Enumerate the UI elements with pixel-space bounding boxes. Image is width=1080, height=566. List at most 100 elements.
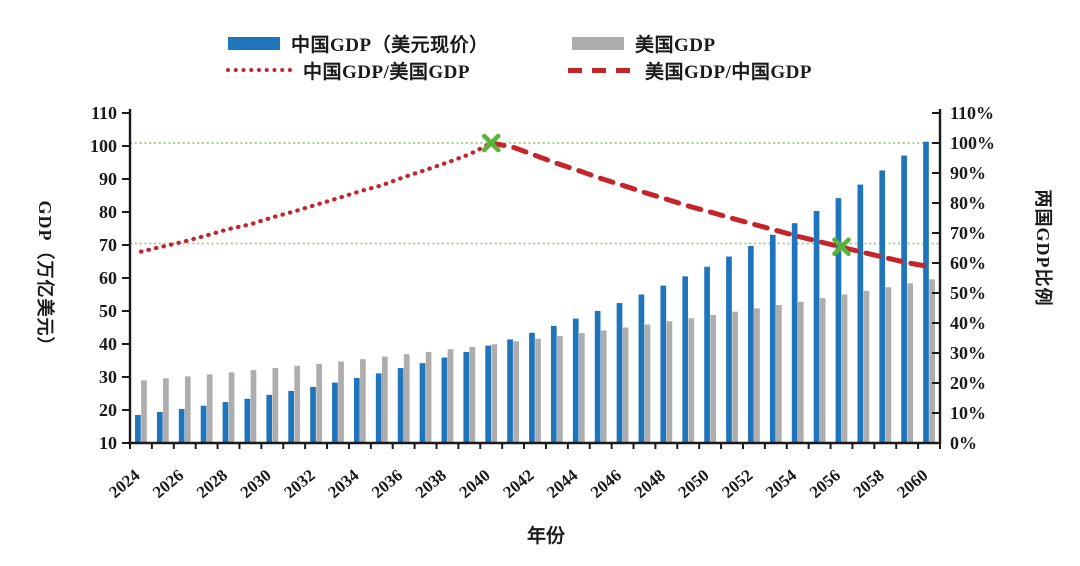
green-reference-gridlines (130, 142, 940, 245)
y-left-tick-label: 30 (99, 367, 117, 387)
x-tick-label: 2028 (193, 466, 231, 502)
bar-china-2049 (682, 276, 689, 443)
china-gdp-bars (135, 141, 929, 444)
bar-china-2051 (726, 256, 732, 443)
bar-china-2045 (594, 311, 601, 443)
y-right-tick-label: 110% (950, 103, 994, 123)
bar-china-2059 (901, 155, 907, 443)
x-tick-label: 2044 (543, 465, 582, 502)
legend-item-china-us-ratio: 中国GDP/美国GDP (226, 59, 470, 83)
bar-china-2044 (572, 318, 579, 443)
x-tick-label: 2048 (631, 466, 669, 502)
legend-item-china-gdp: 中国GDP（美元现价） (228, 32, 489, 56)
bar-us-2030 (272, 368, 279, 443)
x-tick-label: 2030 (237, 466, 275, 502)
y-right-tick-label: 90% (950, 163, 986, 183)
axes (128, 109, 942, 445)
x-tick-label: 2056 (806, 466, 844, 502)
legend-label-china-gdp: 中国GDP（美元现价） (291, 34, 489, 56)
bar-us-2048 (666, 321, 673, 443)
x-tick-label: 2052 (718, 466, 756, 502)
y-right-tick-label: 0% (950, 433, 977, 453)
bar-china-2057 (857, 184, 864, 444)
legend-label-us-china-ratio: 美国GDP/中国GDP (645, 61, 812, 83)
y-left-tick-label: 100 (90, 136, 117, 156)
bar-us-2045 (600, 330, 607, 443)
bar-china-2029 (244, 398, 251, 443)
y-right-tick-label: 50% (950, 283, 986, 303)
x-marker-2040 (481, 133, 501, 153)
bar-china-2036 (397, 368, 404, 443)
bar-us-2041 (513, 341, 520, 443)
y-left-tick-label: 40 (99, 334, 117, 354)
china-us-ratio-dotted-line (138, 140, 494, 254)
bar-us-2034 (360, 359, 366, 443)
bar-china-2034 (353, 377, 360, 443)
x-axis-labels: 2024 2026 2028 2030 2032 2034 2036 2038 2040 2042… (105, 465, 931, 502)
x-axis-ticks (129, 443, 941, 449)
y-left-axis-title: GDP（万亿美元） (35, 200, 55, 356)
bar-us-2029 (250, 370, 257, 443)
bar-china-2038 (441, 357, 448, 443)
bar-china-2042 (529, 332, 535, 443)
dotted-line-swatch (226, 68, 292, 72)
y-left-tick-label: 50 (99, 301, 117, 321)
y-right-tick-label: 60% (950, 253, 986, 273)
bar-us-2043 (557, 336, 563, 443)
legend-item-us-china-ratio: 美国GDP/中国GDP (568, 59, 812, 83)
bar-china-2048 (660, 285, 667, 443)
y-right-axis-title: 两国GDP比例 (1033, 189, 1053, 307)
bar-china-2058 (879, 170, 886, 444)
bar-china-2043 (550, 325, 557, 443)
x-tick-label: 2050 (674, 466, 712, 502)
x-axis-title: 年份 (526, 526, 566, 547)
x-tick-label: 2058 (850, 466, 888, 502)
x-tick-label: 2024 (105, 465, 144, 502)
bar-us-2050 (710, 314, 717, 443)
x-tick-label: 2060 (893, 466, 931, 502)
bar-china-2032 (310, 386, 316, 443)
bar-us-2026 (184, 376, 191, 443)
bar-china-2024 (135, 414, 141, 443)
x-tick-label: 2034 (324, 465, 363, 502)
y-left-tick-label: 70 (99, 235, 117, 255)
bar-us-2047 (644, 324, 651, 443)
bar-china-2052 (748, 245, 754, 443)
x-tick-label: 2036 (368, 466, 406, 502)
bar-us-2025 (163, 378, 169, 443)
bar-us-2033 (338, 361, 344, 443)
x-marker-2056 (832, 237, 851, 257)
bar-china-2056 (835, 198, 842, 443)
legend-label-china-us-ratio: 中国GDP/美国GDP (303, 61, 470, 83)
y-right-tick-label: 40% (950, 313, 986, 333)
x-tick-label: 2032 (280, 466, 318, 502)
y-left-tick-label: 20 (99, 400, 117, 420)
us-bar-swatch (572, 36, 624, 50)
bar-china-2026 (178, 409, 185, 443)
bar-us-2028 (228, 372, 235, 443)
bar-us-2035 (381, 356, 388, 443)
bar-china-2041 (507, 339, 513, 443)
y-left-tick-label: 90 (99, 169, 117, 189)
bar-china-2039 (463, 351, 470, 443)
bar-us-2046 (622, 327, 629, 443)
x-tick-label: 2042 (499, 466, 537, 502)
bar-china-2031 (288, 390, 294, 443)
bar-us-2051 (732, 311, 738, 443)
x-tick-label: 2040 (456, 466, 494, 502)
bar-china-2054 (791, 223, 798, 443)
bar-us-2052 (754, 308, 760, 443)
bar-us-2060 (929, 279, 935, 443)
y-left-tick-label: 80 (99, 202, 117, 222)
y-right-tick-label: 70% (950, 223, 986, 243)
bar-china-2035 (375, 373, 382, 443)
bar-us-2024 (141, 380, 147, 443)
us-china-ratio-dashed-line (488, 140, 932, 270)
y-right-tick-label: 20% (950, 373, 986, 393)
y-right-ticks: 110% 100% 90% 80% 70% 60% 50% 40% 30% 20% 10% 0% (932, 103, 995, 453)
y-left-tick-label: 10 (99, 433, 117, 453)
legend-item-us-gdp: 美国GDP (572, 32, 716, 56)
bar-china-2025 (156, 411, 163, 443)
